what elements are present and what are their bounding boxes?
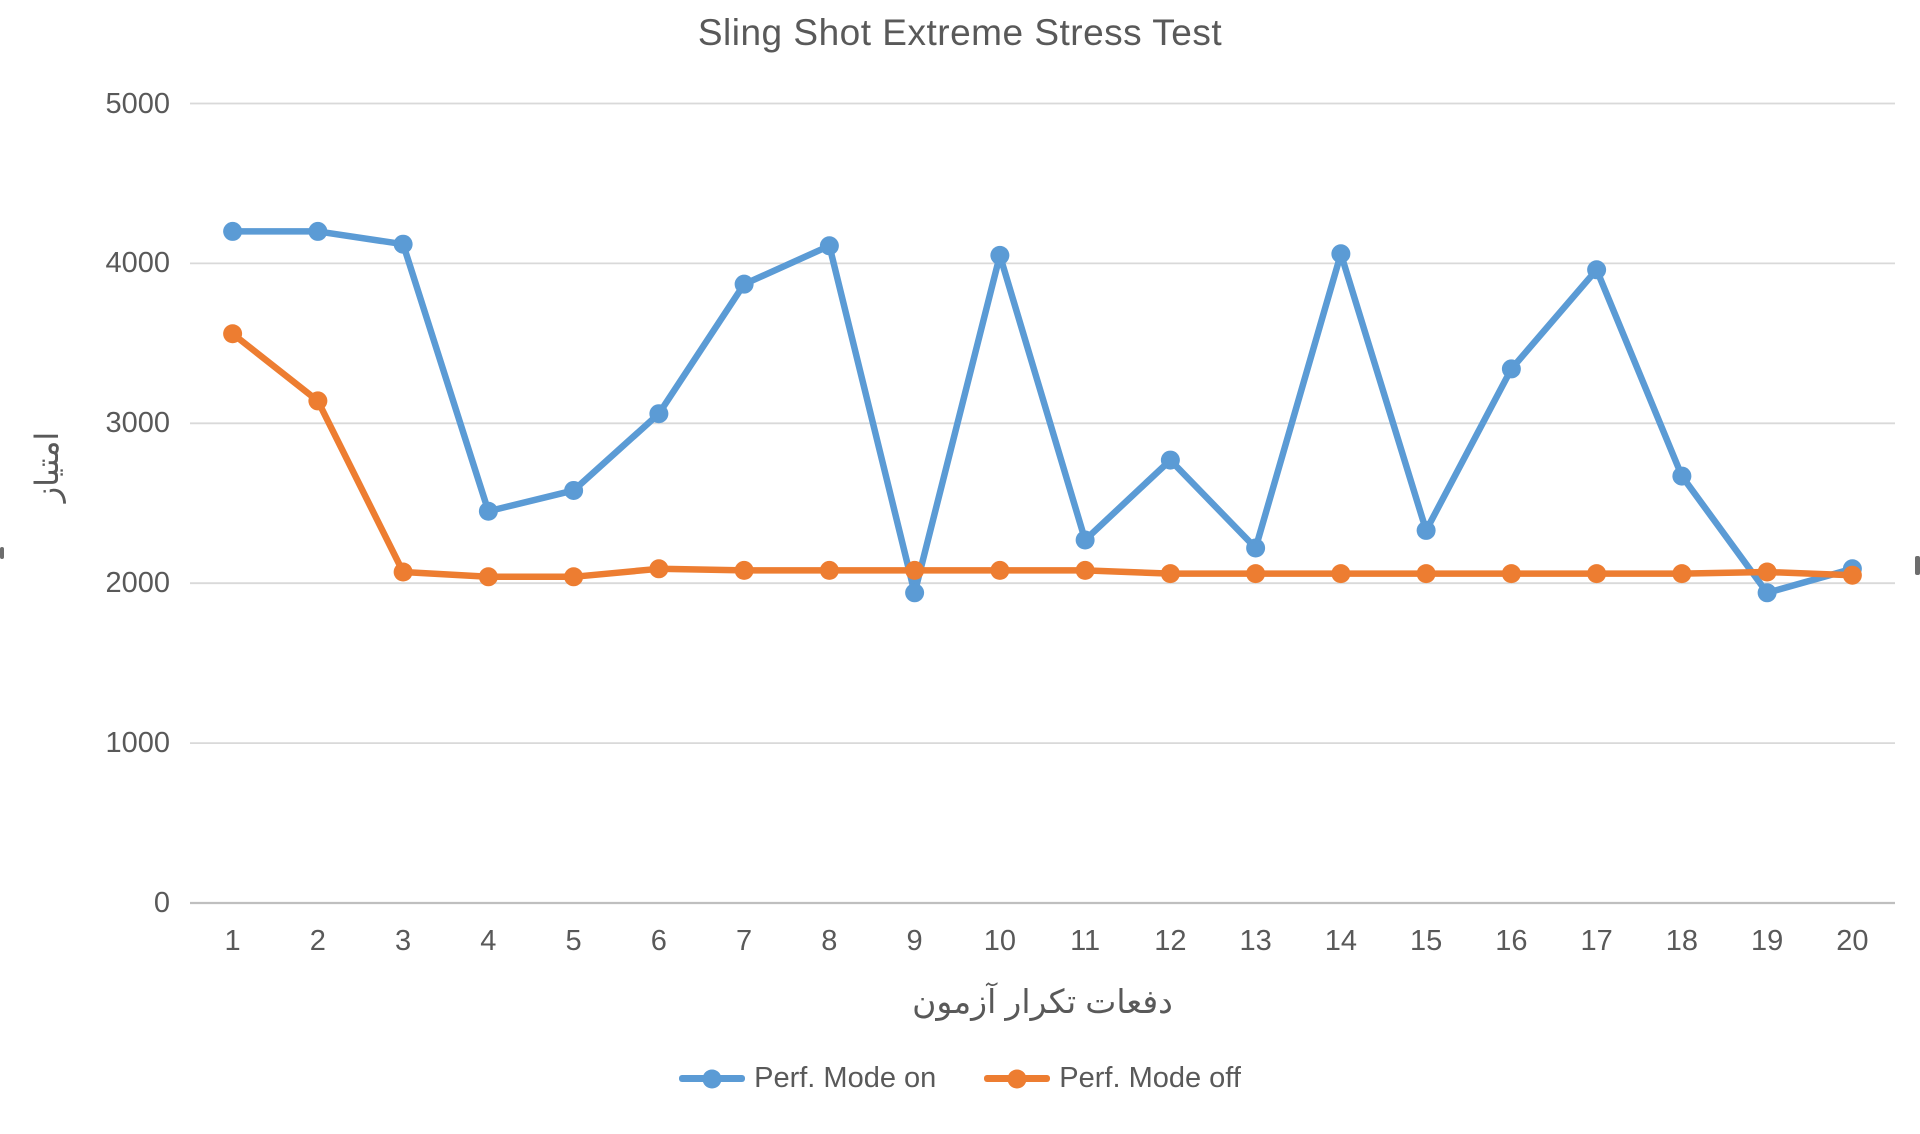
x-tick-label: 10 xyxy=(983,925,1016,957)
data-point xyxy=(1672,564,1692,584)
data-point xyxy=(905,583,925,603)
x-tick-label: 5 xyxy=(565,925,582,957)
legend-marker-orange-icon xyxy=(984,1069,1051,1088)
x-tick-label: 12 xyxy=(1154,925,1187,957)
data-point xyxy=(564,480,584,500)
x-axis-title: دفعات تکرار آزمون xyxy=(912,983,1173,1020)
data-point xyxy=(734,274,754,294)
data-point xyxy=(393,562,413,582)
y-tick-label: 2000 xyxy=(105,567,170,600)
data-point xyxy=(308,391,328,411)
chart-title: Sling Shot Extreme Stress Test xyxy=(697,12,1223,53)
data-point xyxy=(1160,450,1180,470)
data-point xyxy=(1757,562,1777,582)
series-line-0 xyxy=(229,228,1856,597)
data-point xyxy=(393,234,413,254)
y-tick-label: 5000 xyxy=(105,87,170,120)
legend-item-perf-mode-off[interactable]: Perf. Mode off xyxy=(984,1062,1241,1095)
x-tick-label: 17 xyxy=(1580,925,1613,957)
data-point xyxy=(1842,565,1862,585)
y-tick-label: 1000 xyxy=(105,727,170,760)
data-point xyxy=(478,501,498,521)
x-tick-label: 3 xyxy=(395,925,412,957)
x-tick-label: 13 xyxy=(1239,925,1272,957)
data-point xyxy=(1246,564,1266,584)
x-tick-label: 4 xyxy=(480,925,497,957)
data-point xyxy=(1757,583,1777,603)
data-point xyxy=(1501,359,1521,379)
x-tick-label: 18 xyxy=(1665,925,1698,957)
legend: Perf. Mode on Perf. Mode off xyxy=(0,1062,1920,1095)
data-point xyxy=(990,245,1010,265)
x-tick-label: 14 xyxy=(1324,925,1357,957)
x-tick-label: 16 xyxy=(1495,925,1528,957)
data-point xyxy=(1160,564,1180,584)
legend-label-perf-mode-off: Perf. Mode off xyxy=(1059,1062,1241,1094)
right-edge-artifact xyxy=(1915,556,1920,575)
x-tick-label: 20 xyxy=(1836,925,1869,957)
data-point xyxy=(1672,466,1692,486)
data-point xyxy=(564,567,584,587)
data-point xyxy=(478,567,498,587)
data-point xyxy=(819,560,839,580)
data-point xyxy=(990,560,1010,580)
data-point xyxy=(905,560,925,580)
x-tick-label: 7 xyxy=(736,925,753,957)
x-tick-label: 15 xyxy=(1409,925,1443,957)
data-point xyxy=(649,404,669,424)
data-point xyxy=(1416,564,1436,584)
data-point xyxy=(649,559,669,579)
data-point xyxy=(1331,564,1351,584)
data-point xyxy=(308,221,328,241)
left-edge-artifact xyxy=(0,547,4,559)
data-point xyxy=(1075,560,1095,580)
legend-item-perf-mode-on[interactable]: Perf. Mode on xyxy=(679,1062,936,1095)
x-tick-label: 19 xyxy=(1750,925,1784,957)
series-line-1 xyxy=(229,330,1856,581)
data-point xyxy=(1587,260,1607,280)
data-point xyxy=(1075,530,1095,550)
data-point xyxy=(1331,244,1351,264)
data-point xyxy=(223,221,243,241)
y-tick-label: 3000 xyxy=(105,407,170,440)
data-point xyxy=(1501,564,1521,584)
x-tick-label: 8 xyxy=(821,925,838,957)
x-tick-label: 1 xyxy=(224,925,241,957)
x-tick-label: 2 xyxy=(309,925,326,957)
legend-marker-blue-icon xyxy=(679,1069,746,1088)
data-point xyxy=(1587,564,1607,584)
x-tick-label: 11 xyxy=(1070,925,1101,957)
x-tick-label: 9 xyxy=(906,925,923,957)
y-axis-title: امتیاز xyxy=(29,431,65,503)
y-tick-label: 4000 xyxy=(105,247,170,280)
data-point xyxy=(734,560,754,580)
y-tick-label: 0 xyxy=(153,887,170,919)
data-point xyxy=(1416,520,1436,540)
data-point xyxy=(223,324,243,344)
x-tick-label: 6 xyxy=(650,925,667,957)
legend-label-perf-mode-on: Perf. Mode on xyxy=(754,1062,937,1094)
data-point xyxy=(819,236,839,256)
data-point xyxy=(1246,538,1266,558)
